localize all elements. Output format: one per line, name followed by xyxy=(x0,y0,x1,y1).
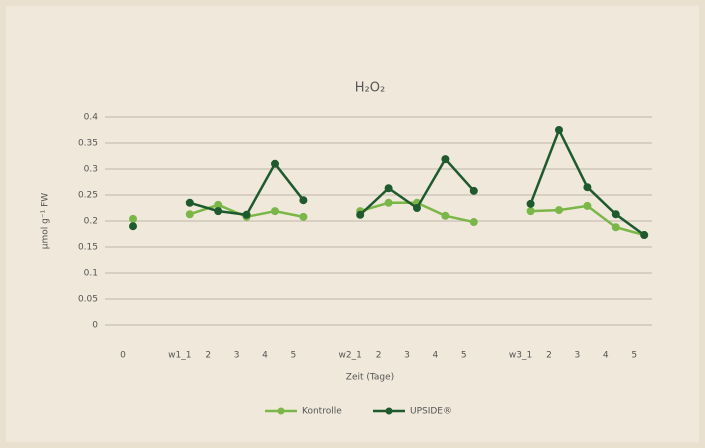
chart-title: H₂O₂ xyxy=(355,81,385,96)
data-point xyxy=(526,207,535,216)
data-point xyxy=(469,186,478,195)
legend-marker xyxy=(277,407,285,415)
x-tick-label: 2 xyxy=(376,351,382,361)
data-point xyxy=(583,183,592,192)
data-point xyxy=(356,210,365,219)
x-tick-label: 4 xyxy=(262,351,268,361)
x-tick-label: 5 xyxy=(631,351,637,361)
data-point xyxy=(214,200,223,209)
y-tick-label: 0.3 xyxy=(84,165,98,175)
data-point xyxy=(185,210,194,219)
panel xyxy=(6,6,699,442)
y-tick-label: 0.2 xyxy=(84,217,98,227)
x-tick-label: w2_1 xyxy=(339,351,362,361)
data-point xyxy=(384,184,393,193)
y-tick-label: 0.35 xyxy=(78,139,98,149)
x-tick-label: 5 xyxy=(461,351,467,361)
y-tick-label: 0.05 xyxy=(78,295,98,305)
legend-label: Kontrolle xyxy=(302,407,342,417)
x-tick-label: 3 xyxy=(404,351,410,361)
y-tick-label: 0.25 xyxy=(78,191,98,201)
x-tick-label: w1_1 xyxy=(168,351,191,361)
data-point xyxy=(129,214,137,223)
legend-marker xyxy=(385,407,393,415)
x-tick-label: 3 xyxy=(575,351,581,361)
y-tick-label: 0.15 xyxy=(78,243,98,253)
x-tick-label: 3 xyxy=(234,351,240,361)
data-point xyxy=(555,206,563,215)
legend-label: UPSIDE® xyxy=(410,407,452,417)
data-point xyxy=(214,207,223,216)
y-tick-label: 0 xyxy=(92,321,98,331)
x-tick-label: 5 xyxy=(291,351,297,361)
x-tick-label: 4 xyxy=(433,351,439,361)
data-point xyxy=(299,196,308,205)
y-tick-label: 0.1 xyxy=(84,269,98,279)
data-point xyxy=(185,198,194,207)
x-tick-label: 0 xyxy=(120,351,126,361)
x-tick-label: w3_1 xyxy=(509,351,532,361)
data-point xyxy=(242,210,251,219)
data-point xyxy=(640,231,649,240)
data-point xyxy=(611,223,620,232)
y-tick-label: 0.4 xyxy=(84,113,99,123)
data-point xyxy=(271,159,279,168)
data-point xyxy=(583,201,592,210)
data-point xyxy=(441,155,450,164)
x-axis-label: Zeit (Tage) xyxy=(346,373,394,383)
data-point xyxy=(469,218,478,227)
data-point xyxy=(299,212,308,221)
y-axis-label: µmol g⁻¹ FW xyxy=(41,193,51,249)
data-point xyxy=(526,199,535,208)
data-point xyxy=(271,207,279,216)
data-point xyxy=(384,198,393,207)
data-point xyxy=(611,210,620,219)
x-tick-label: 2 xyxy=(205,351,211,361)
x-tick-label: 2 xyxy=(546,351,552,361)
data-point xyxy=(555,126,563,134)
data-point xyxy=(441,211,450,220)
data-point xyxy=(129,222,137,231)
data-point xyxy=(413,204,421,212)
x-tick-label: 4 xyxy=(603,351,609,361)
